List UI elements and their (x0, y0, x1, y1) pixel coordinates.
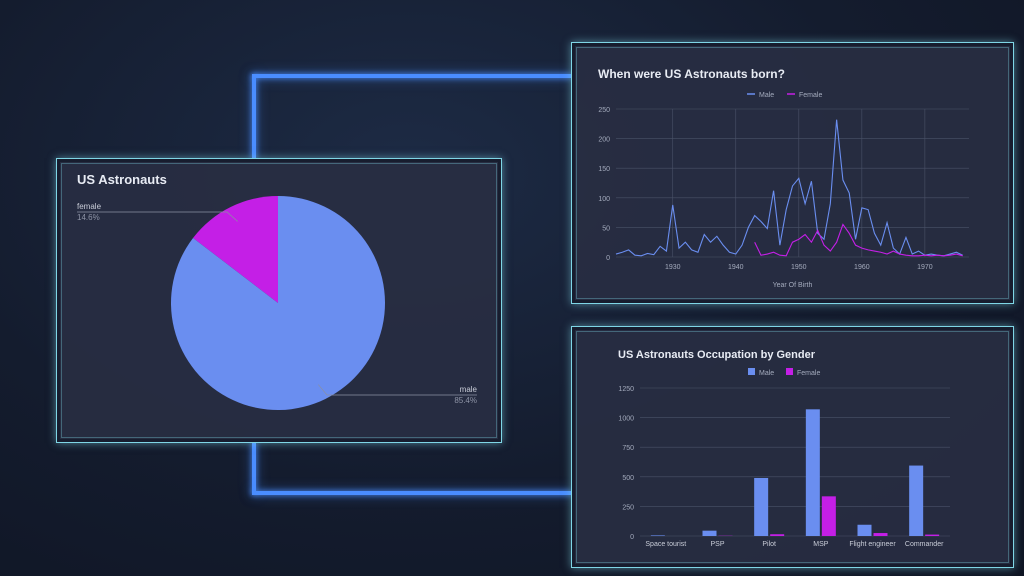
bar-category-label: PSP (710, 541, 724, 548)
bar-male (805, 409, 820, 536)
pie-label-female: female (77, 202, 102, 211)
line-xtick-label: 1960 (854, 264, 870, 271)
bar-ytick-label: 500 (622, 475, 634, 482)
line-xtick-label: 1930 (665, 264, 681, 271)
line-ytick-label: 200 (598, 137, 610, 144)
line-ytick-label: 100 (598, 196, 610, 203)
bar-male (754, 477, 769, 536)
line-chart: 0 50 100 150 200 250 1930 1940 1950 1960 1970 Year … (598, 92, 969, 289)
pie-chart-panel: US Astronauts female 14.6% male 85.4% (56, 158, 502, 443)
bar-ytick-label: 250 (622, 504, 634, 511)
line-xtick-label: 1950 (791, 264, 807, 271)
pie-value-female: 14.6% (77, 213, 100, 222)
bar-female (821, 496, 836, 536)
connector-bottom-horizontal (252, 491, 572, 495)
bar-legend-swatch-male (748, 368, 755, 375)
bar-female (925, 534, 940, 536)
connector-top-horizontal (252, 74, 572, 78)
connector-top-vertical (252, 75, 256, 159)
pie-chart-title: US Astronauts (77, 172, 167, 187)
connector-bottom-vertical (252, 442, 256, 494)
line-chart-panel: When were US Astronauts born? 0 50 100 150 2… (571, 42, 1014, 304)
pie-value-male: 85.4% (454, 396, 477, 405)
line-chart-title: When were US Astronauts born? (598, 67, 785, 81)
pie-leader-line-male (318, 384, 477, 396)
line-series-male (615, 119, 963, 257)
line-legend-label-female: Female (799, 92, 822, 99)
pie-label-male: male (460, 385, 478, 394)
bar-male (909, 465, 924, 536)
bar-category-label: Space tourist (645, 541, 686, 548)
bar-category-label: Flight engineer (849, 541, 896, 548)
line-ytick-label: 50 (602, 225, 610, 232)
bar-category-label: MSP (813, 541, 829, 548)
bar-male (702, 530, 717, 536)
line-xtick-label: 1940 (728, 264, 744, 271)
line-xtick-label: 1970 (917, 264, 933, 271)
line-ytick-label: 250 (598, 107, 610, 114)
bar-category-label: Commander (905, 541, 944, 548)
bar-ytick-label: 1000 (618, 416, 634, 423)
pie-chart: female 14.6% male 85.4% (77, 196, 478, 410)
pie-leader-line-female (77, 211, 238, 222)
bar-legend-label-male: Male (759, 370, 774, 377)
bar-ytick-label: 1250 (618, 386, 634, 393)
bar-chart-title: US Astronauts Occupation by Gender (618, 349, 816, 361)
bar-male (650, 535, 665, 536)
bar-chart: 0 250 500 750 1000 1250 Space tourist PSP Pilot M… (618, 368, 950, 548)
bar-category-label: Pilot (762, 541, 776, 548)
line-series-female (754, 223, 963, 257)
bar-ytick-label: 0 (630, 534, 634, 541)
bar-legend-swatch-female (786, 368, 793, 375)
bar-female (873, 533, 888, 536)
pie-slice-male (171, 196, 386, 410)
bar-male (857, 524, 872, 536)
bar-female (770, 534, 785, 536)
bar-ytick-label: 750 (622, 445, 634, 452)
line-ytick-label: 0 (606, 255, 610, 262)
line-xaxis-title: Year Of Birth (773, 282, 813, 289)
bar-chart-panel: US Astronauts Occupation by Gender 0 250 5… (571, 326, 1014, 568)
pie-slice-female (193, 196, 278, 303)
line-legend-label-male: Male (759, 92, 774, 99)
line-ytick-label: 150 (598, 166, 610, 173)
bar-legend-label-female: Female (797, 370, 820, 377)
